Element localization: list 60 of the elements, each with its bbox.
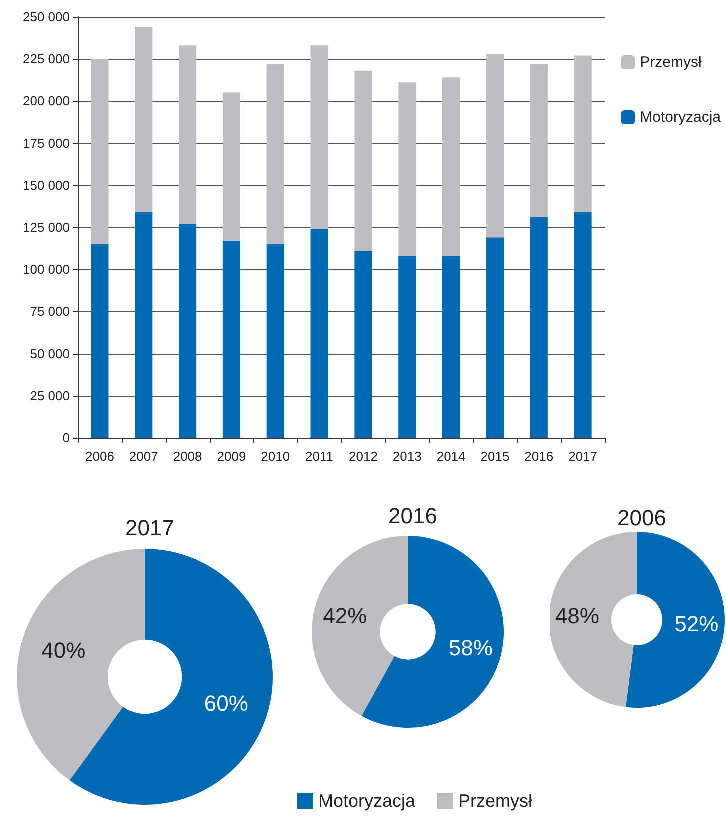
bar (222, 240, 240, 438)
bar (222, 92, 240, 241)
bar (91, 244, 109, 438)
bar (486, 54, 504, 238)
bar (398, 256, 416, 438)
bar (266, 64, 284, 244)
y-tick-label: 200 000 (23, 94, 70, 109)
bar (266, 244, 284, 438)
legend-label: Przemysł (458, 791, 533, 811)
data-label: 58% (448, 636, 493, 661)
bar (530, 64, 548, 218)
bar (310, 229, 328, 438)
y-tick-label: 75 000 (30, 304, 70, 320)
bar (530, 217, 548, 438)
chart-title: 2017 (126, 516, 174, 540)
bar (354, 70, 372, 252)
data-label: 52% (674, 611, 719, 636)
bar (310, 46, 328, 230)
x-tick-label: 2011 (306, 449, 334, 464)
bar (574, 212, 592, 438)
bar (179, 224, 197, 438)
chart-title: 2016 (388, 504, 438, 528)
y-tick-label: 175 000 (23, 136, 70, 151)
bar (354, 251, 372, 438)
bar (135, 27, 153, 212)
data-label: 60% (204, 690, 248, 716)
x-tick-label: 2015 (480, 449, 510, 464)
x-tick-label: 2017 (568, 449, 598, 464)
bar (486, 238, 504, 438)
y-tick-label: 100 000 (23, 262, 70, 278)
bar (574, 56, 592, 212)
data-label: 42% (323, 603, 368, 628)
x-tick-label: 2006 (85, 449, 114, 464)
bar (91, 59, 109, 244)
bar (179, 46, 197, 224)
y-tick-label: 0 (62, 430, 70, 446)
data-label: 40% (42, 638, 86, 664)
x-tick-label: 2009 (217, 449, 246, 464)
bar (135, 212, 153, 438)
y-tick-label: 150 000 (23, 178, 70, 193)
data-label: 48% (555, 604, 600, 629)
x-tick-label: 2008 (173, 449, 202, 464)
bar (442, 256, 460, 438)
x-tick-label: 2012 (348, 449, 378, 464)
legend-label: Przemysł (640, 54, 702, 71)
x-tick-label: 2013 (392, 449, 422, 464)
y-tick-label: 125 000 (23, 220, 70, 235)
bar (398, 82, 416, 256)
y-tick-label: 250 000 (23, 10, 70, 24)
legend-label: Motoryzacja (318, 791, 417, 811)
x-tick-label: 2014 (436, 449, 466, 464)
chart-title: 2006 (618, 506, 666, 530)
y-tick-label: 50 000 (30, 346, 70, 362)
x-tick-label: 2016 (524, 449, 554, 464)
bar (442, 78, 460, 256)
y-tick-label: 25 000 (30, 388, 70, 404)
legend-label: Motoryzacja (640, 109, 722, 126)
x-tick-label: 2010 (261, 449, 290, 464)
x-tick-label: 2007 (129, 449, 158, 464)
y-tick-label: 225 000 (23, 52, 70, 67)
